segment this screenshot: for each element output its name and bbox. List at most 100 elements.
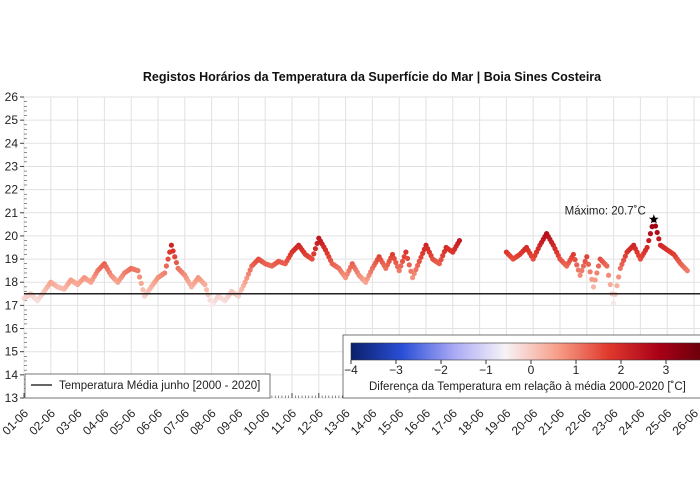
x-tick-label: 16-06 bbox=[402, 406, 434, 438]
data-point bbox=[654, 229, 660, 236]
x-tick-label: 11-06 bbox=[268, 406, 299, 437]
data-point bbox=[652, 223, 659, 229]
y-tick-label: 21 bbox=[5, 206, 19, 220]
data-point bbox=[403, 249, 409, 255]
x-tick-label: 09-06 bbox=[214, 406, 246, 438]
data-point bbox=[651, 217, 657, 223]
data-point bbox=[170, 248, 176, 254]
data-point bbox=[162, 270, 168, 276]
data-point bbox=[399, 258, 406, 264]
data-point bbox=[621, 257, 627, 263]
data-point bbox=[595, 263, 602, 269]
max-label: Máximo: 20.7˚C bbox=[565, 206, 646, 218]
data-point bbox=[584, 254, 590, 260]
data-point bbox=[413, 266, 419, 273]
x-tick-label: 10-06 bbox=[241, 406, 273, 438]
y-tick-label: 13 bbox=[5, 391, 19, 405]
y-tick-label: 16 bbox=[5, 322, 19, 336]
data-point bbox=[410, 275, 416, 281]
data-point bbox=[168, 242, 174, 248]
colorbar-tick-label: 3 bbox=[663, 363, 670, 377]
data-point bbox=[579, 268, 585, 274]
legend-label: Temperatura Média junho [2000 - 2020] bbox=[59, 380, 260, 392]
x-tick-label: 01-06 bbox=[0, 406, 31, 438]
legend-box bbox=[24, 373, 271, 399]
y-tick-label: 23 bbox=[5, 159, 19, 173]
data-point bbox=[614, 283, 620, 289]
data-point bbox=[391, 255, 397, 262]
data-point bbox=[590, 284, 597, 290]
star-icon: ★ bbox=[648, 212, 660, 227]
x-tick-label: 18-06 bbox=[455, 406, 487, 438]
data-point bbox=[574, 262, 580, 268]
data-point bbox=[406, 262, 412, 268]
x-tick-label: 17-06 bbox=[428, 406, 460, 438]
y-tick-label: 18 bbox=[5, 275, 19, 289]
data-point bbox=[592, 277, 598, 283]
colorbar-gradient bbox=[350, 342, 700, 361]
y-tick-label: 26 bbox=[5, 90, 19, 104]
data-point bbox=[312, 246, 319, 252]
y-tick-label: 14 bbox=[5, 368, 19, 382]
chart-title: Registos Horários da Temperatura da Supe… bbox=[143, 70, 602, 84]
x-axis: 01-0602-0603-0604-0605-0606-0607-0608-06… bbox=[0, 393, 700, 438]
x-tick-label: 06-06 bbox=[134, 406, 166, 438]
x-tick-label: 02-06 bbox=[26, 406, 58, 438]
data-point bbox=[619, 261, 625, 267]
colorbar-ticks: −4 −3 −2 −1 0 1 2 3 bbox=[344, 360, 670, 377]
data-point bbox=[456, 237, 463, 244]
data-point bbox=[244, 275, 250, 281]
data-point bbox=[165, 256, 171, 262]
x-tick-label: 13-06 bbox=[321, 406, 353, 438]
data-point bbox=[616, 274, 622, 280]
data-point bbox=[438, 257, 444, 263]
data-point bbox=[136, 274, 143, 280]
data-point bbox=[418, 254, 424, 260]
data-point bbox=[203, 287, 210, 293]
data-point bbox=[572, 257, 578, 263]
x-tick-label: 23-06 bbox=[589, 406, 621, 438]
y-tick-label: 25 bbox=[5, 113, 19, 127]
data-point bbox=[622, 253, 628, 259]
colorbar-tick-label: 0 bbox=[528, 363, 535, 377]
colorbar-tick-label: −3 bbox=[389, 363, 403, 377]
data-points bbox=[21, 217, 690, 308]
data-point bbox=[644, 244, 650, 251]
x-tick-label: 03-06 bbox=[53, 406, 85, 438]
data-point bbox=[577, 272, 583, 278]
x-tick-label: 14-06 bbox=[348, 406, 380, 438]
x-tick-label: 05-06 bbox=[107, 406, 139, 438]
data-point bbox=[173, 259, 180, 266]
x-tick-label: 24-06 bbox=[616, 406, 648, 438]
data-point bbox=[585, 261, 592, 267]
data-point bbox=[138, 280, 144, 286]
y-tick-label: 17 bbox=[5, 298, 19, 312]
x-tick-label: 19-06 bbox=[482, 406, 514, 438]
x-tick-label: 08-06 bbox=[187, 406, 219, 438]
x-tick-label: 04-06 bbox=[80, 406, 112, 438]
data-point bbox=[415, 262, 421, 269]
data-point bbox=[580, 263, 587, 269]
data-point bbox=[420, 250, 426, 256]
colorbar-tick-label: 1 bbox=[573, 363, 580, 377]
data-point bbox=[135, 268, 141, 274]
y-tick-label: 19 bbox=[5, 252, 19, 266]
data-point bbox=[607, 281, 613, 288]
data-point bbox=[611, 300, 617, 306]
x-tick-label: 20-06 bbox=[509, 406, 541, 438]
x-tick-label: 07-06 bbox=[160, 406, 192, 438]
data-point bbox=[656, 236, 662, 242]
data-point bbox=[416, 258, 422, 264]
data-point bbox=[202, 281, 208, 288]
data-point bbox=[647, 231, 654, 237]
data-point bbox=[684, 268, 690, 274]
data-point bbox=[398, 263, 404, 269]
data-point bbox=[587, 269, 593, 275]
data-point bbox=[172, 254, 178, 260]
data-point bbox=[311, 251, 317, 257]
max-annotation: Máximo: 20.7˚C ★ bbox=[565, 206, 660, 227]
colorbar-tick-label: −1 bbox=[479, 363, 493, 377]
x-tick-label: 12-06 bbox=[294, 406, 326, 438]
x-tick-label: 26-06 bbox=[670, 406, 700, 438]
